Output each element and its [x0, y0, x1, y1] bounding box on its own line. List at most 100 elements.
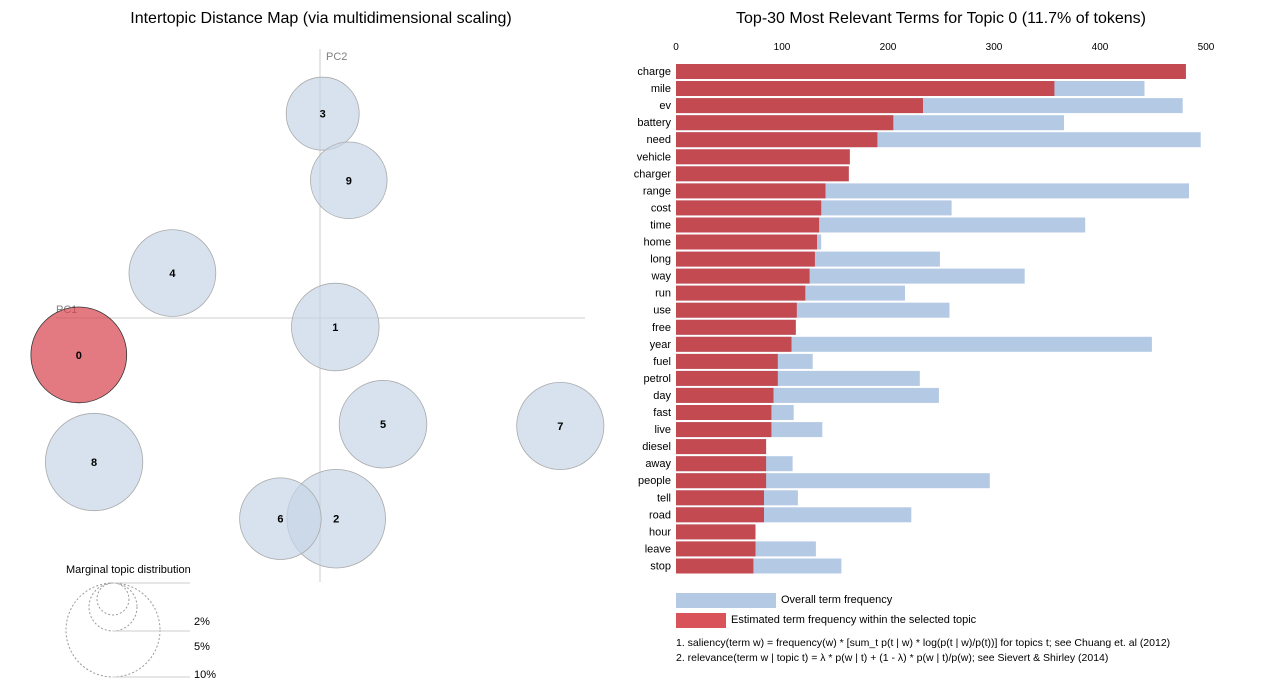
marginal-label-5pct: 5%: [194, 641, 210, 653]
topic-bubble-label-2: 2: [333, 514, 339, 526]
term-relevance-panel: Top-30 Most Relevant Terms for Topic 0 (…: [634, 10, 1215, 664]
estimated-bar-charge: [676, 64, 1186, 79]
estimated-bar-fast: [676, 405, 772, 420]
term-label-long[interactable]: long: [650, 254, 671, 266]
topic-bubble-3[interactable]: [285, 76, 360, 151]
topic-bubbles: 0 1 2 3 4 5 6 7 8 9: [30, 76, 605, 569]
x-tick-200: 200: [880, 42, 897, 53]
bar-legend: Overall term frequency Estimated term fr…: [676, 593, 977, 628]
term-label-year[interactable]: year: [650, 339, 672, 351]
marginal-circle-10pct: [65, 582, 161, 678]
term-label-vehicle[interactable]: vehicle: [637, 151, 671, 163]
term-label-home[interactable]: home: [643, 237, 671, 249]
term-label-fast[interactable]: fast: [653, 407, 671, 419]
term-label-away[interactable]: away: [645, 458, 671, 470]
estimated-bar-way: [676, 268, 810, 284]
estimated-bar-ev: [676, 98, 923, 114]
estimated-bar-battery: [676, 115, 894, 131]
topic-bubble-label-7: 7: [557, 421, 563, 433]
term-label-live[interactable]: live: [654, 424, 671, 436]
term-label-fuel[interactable]: fuel: [653, 356, 671, 368]
estimated-bar-mile: [676, 81, 1055, 96]
legend-estimated-swatch: [676, 613, 726, 628]
term-label-day[interactable]: day: [653, 390, 671, 402]
topic-bubble-7[interactable]: [516, 381, 605, 470]
estimated-bar-need: [676, 132, 878, 148]
term-label-ev[interactable]: ev: [659, 100, 671, 112]
marginal-legend-title: Marginal topic distribution: [66, 564, 191, 576]
term-label-tell[interactable]: tell: [657, 492, 671, 504]
x-tick-0: 0: [673, 42, 679, 53]
topic-bubble-label-3: 3: [320, 109, 326, 121]
term-label-range[interactable]: range: [643, 185, 671, 197]
relevance-footnote: 2. relevance(term w | topic t) = λ * p(w…: [676, 652, 1108, 664]
topic-bubble-label-9: 9: [346, 175, 352, 187]
estimated-bar-run: [676, 285, 806, 301]
topic-bubble-5[interactable]: [338, 380, 428, 469]
term-label-road[interactable]: road: [649, 509, 671, 521]
estimated-bar-day: [676, 387, 774, 403]
term-label-way[interactable]: way: [650, 271, 671, 283]
term-label-battery[interactable]: battery: [637, 117, 671, 129]
x-tick-300: 300: [986, 42, 1003, 53]
term-label-diesel[interactable]: diesel: [642, 441, 671, 453]
topic-bubble-1[interactable]: [291, 282, 380, 372]
estimated-bar-charger: [676, 166, 849, 182]
x-tick-500: 500: [1198, 42, 1215, 53]
topic-bubble-0[interactable]: [30, 306, 128, 404]
term-label-mile[interactable]: mile: [651, 83, 671, 95]
pc2-axis-label: PC2: [326, 51, 347, 63]
term-label-cost[interactable]: cost: [651, 202, 671, 214]
term-label-leave[interactable]: leave: [645, 543, 671, 555]
topic-bubble-label-8: 8: [91, 457, 97, 469]
term-label-hour[interactable]: hour: [649, 526, 671, 538]
legend-overall-label: Overall term frequency: [781, 594, 893, 606]
marginal-label-2pct: 2%: [194, 616, 210, 628]
topic-bubble-label-0: 0: [76, 350, 82, 362]
term-chart-title: Top-30 Most Relevant Terms for Topic 0 (…: [736, 10, 1146, 27]
estimated-bar-free: [676, 319, 796, 335]
estimated-bar-away: [676, 456, 767, 472]
term-label-need[interactable]: need: [647, 134, 671, 146]
estimated-bar-long: [676, 251, 815, 267]
estimated-bar-range: [676, 183, 826, 199]
estimated-bar-stop: [676, 558, 754, 574]
marginal-circle-5pct: [88, 582, 138, 632]
topic-bubble-6[interactable]: [239, 477, 322, 560]
topic-bubble-label-5: 5: [380, 419, 386, 431]
term-bars: [676, 64, 1201, 574]
topic-bubble-label-6: 6: [277, 514, 283, 526]
term-label-use[interactable]: use: [653, 305, 671, 317]
estimated-bar-home: [676, 234, 817, 250]
estimated-bar-leave: [676, 541, 756, 557]
topic-bubble-label-4: 4: [169, 268, 176, 280]
estimated-bar-year: [676, 336, 792, 352]
term-label-people[interactable]: people: [638, 475, 671, 487]
estimated-bar-cost: [676, 200, 822, 216]
topic-bubble-8[interactable]: [44, 412, 144, 512]
term-label-time[interactable]: time: [650, 220, 671, 232]
term-label-petrol[interactable]: petrol: [643, 373, 671, 385]
marginal-label-10pct: 10%: [194, 669, 216, 681]
term-label-run[interactable]: run: [655, 288, 671, 300]
topic-bubble-4[interactable]: [128, 229, 217, 317]
legend-estimated-label: Estimated term frequency within the sele…: [731, 614, 977, 626]
topic-bubble-9[interactable]: [310, 141, 388, 219]
estimated-bar-hour: [676, 524, 756, 540]
term-label-charger[interactable]: charger: [634, 168, 672, 180]
term-label-free[interactable]: free: [652, 322, 671, 334]
estimated-bar-petrol: [676, 370, 778, 386]
term-label-stop[interactable]: stop: [650, 561, 671, 573]
x-axis-ticks: 0 100 200 300 400 500: [673, 42, 1215, 53]
marginal-topic-distribution-legend: Marginal topic distribution 2% 5% 10%: [65, 564, 216, 681]
marginal-circle-2pct: [96, 582, 130, 616]
estimated-bar-use: [676, 302, 797, 318]
term-label-charge[interactable]: charge: [637, 66, 671, 78]
estimated-bar-tell: [676, 490, 764, 506]
x-tick-100: 100: [774, 42, 791, 53]
estimated-bar-road: [676, 507, 764, 523]
estimated-bar-fuel: [676, 353, 778, 369]
overall-bar-year: [676, 336, 1152, 352]
saliency-footnote: 1. saliency(term w) = frequency(w) * [su…: [676, 637, 1170, 649]
